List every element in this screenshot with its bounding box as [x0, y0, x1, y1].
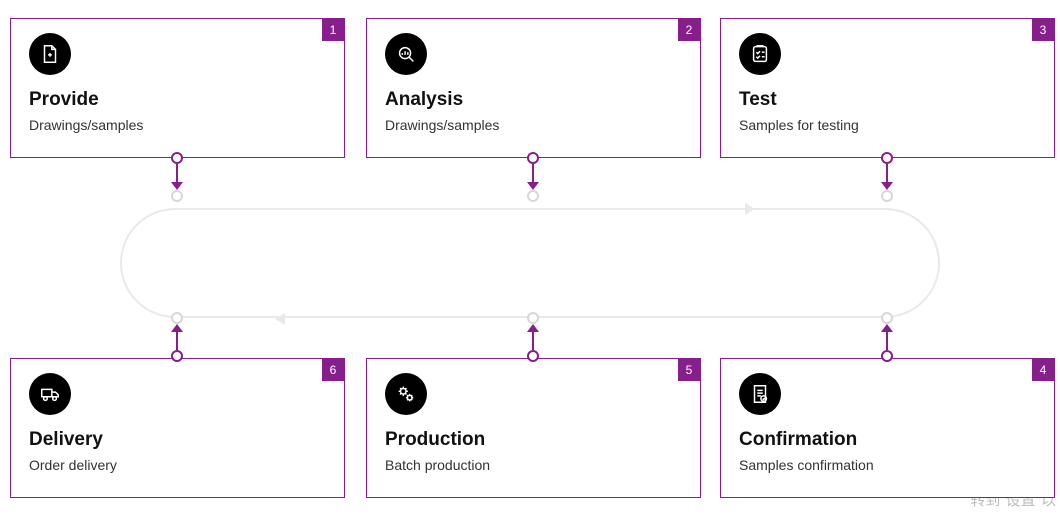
step-subtitle: Drawings/samples: [29, 117, 326, 133]
step-subtitle: Samples confirmation: [739, 457, 1036, 473]
flow-connector: [527, 312, 539, 362]
step-number: 1: [322, 19, 344, 41]
process-step-6: 6 Delivery Order delivery: [10, 358, 345, 498]
step-title: Analysis: [385, 89, 682, 111]
doc-check-icon: [739, 373, 781, 415]
step-title: Confirmation: [739, 429, 1036, 451]
checklist-icon: [739, 33, 781, 75]
step-number: 5: [678, 359, 700, 381]
flow-connector: [527, 152, 539, 202]
flow-connector: [171, 152, 183, 202]
process-step-5: 5 Production Batch production: [366, 358, 701, 498]
process-step-1: 1 Provide Drawings/samples: [10, 18, 345, 158]
step-number: 3: [1032, 19, 1054, 41]
process-step-4: 4 Confirmation Samples confirmation: [720, 358, 1055, 498]
step-number: 2: [678, 19, 700, 41]
step-number: 4: [1032, 359, 1054, 381]
truck-icon: [29, 373, 71, 415]
gears-icon: [385, 373, 427, 415]
flow-track-arrow: [275, 313, 285, 325]
flow-connector: [881, 152, 893, 202]
step-title: Production: [385, 429, 682, 451]
step-number: 6: [322, 359, 344, 381]
step-subtitle: Drawings/samples: [385, 117, 682, 133]
flow-connector: [881, 312, 893, 362]
step-title: Provide: [29, 89, 326, 111]
flow-track-arrow: [745, 203, 755, 215]
step-subtitle: Samples for testing: [739, 117, 1036, 133]
step-title: Test: [739, 89, 1036, 111]
step-subtitle: Order delivery: [29, 457, 326, 473]
flow-track: [120, 208, 940, 318]
step-subtitle: Batch production: [385, 457, 682, 473]
magnifier-chart-icon: [385, 33, 427, 75]
process-step-2: 2 Analysis Drawings/samples: [366, 18, 701, 158]
step-title: Delivery: [29, 429, 326, 451]
document-plus-icon: [29, 33, 71, 75]
flow-connector: [171, 312, 183, 362]
process-step-3: 3 Test Samples for testing: [720, 18, 1055, 158]
process-flow-diagram: 激活 Win 转到"设置"以 1ProvideDrawings/samples2…: [0, 0, 1060, 519]
